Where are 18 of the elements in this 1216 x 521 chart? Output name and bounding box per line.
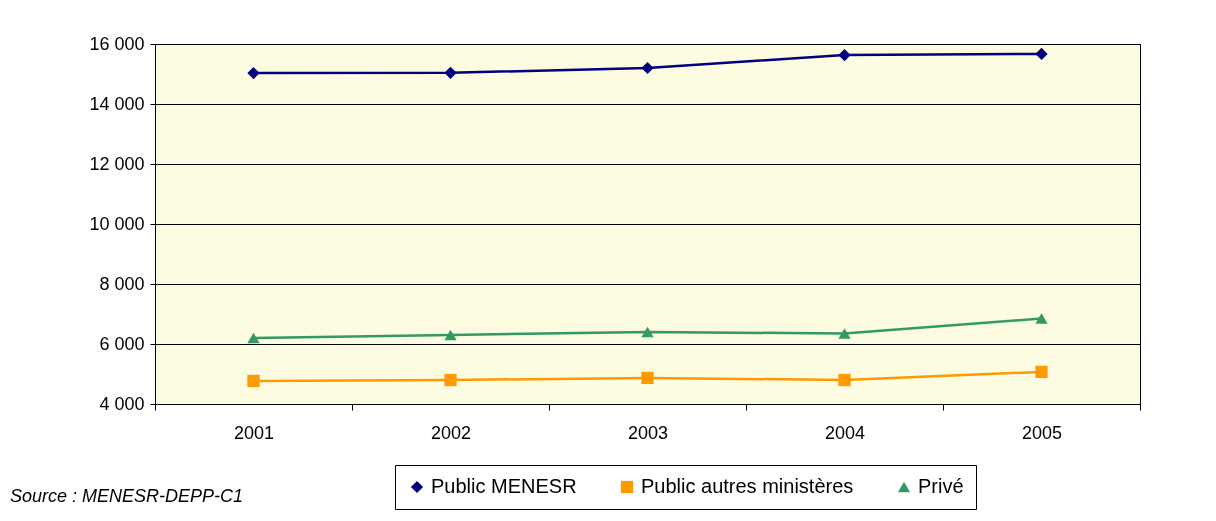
source-note: Source : MENESR-DEPP-C1 — [10, 486, 244, 506]
x-tick-label: 2005 — [1021, 422, 1063, 443]
x-tick-label: 2002 — [430, 422, 472, 443]
x-tick-label: 2003 — [627, 422, 669, 443]
y-tick-label: 14 000 — [89, 93, 145, 114]
legend-label: Public autres ministères — [641, 475, 854, 497]
y-tick-label: 10 000 — [89, 213, 145, 234]
y-tick-label: 4 000 — [99, 393, 145, 414]
y-tick-label: 6 000 — [99, 333, 145, 354]
x-tick-label: 2001 — [233, 422, 275, 443]
y-tick-label: 8 000 — [99, 273, 145, 294]
point — [1035, 365, 1048, 379]
point — [247, 374, 260, 388]
x-tick-label: 2004 — [824, 422, 866, 443]
legend-label: Public MENESR — [431, 475, 577, 497]
y-tick-label: 16 000 — [89, 33, 145, 54]
y-tick-label: 12 000 — [89, 153, 145, 174]
legend-label: Privé — [918, 475, 964, 497]
